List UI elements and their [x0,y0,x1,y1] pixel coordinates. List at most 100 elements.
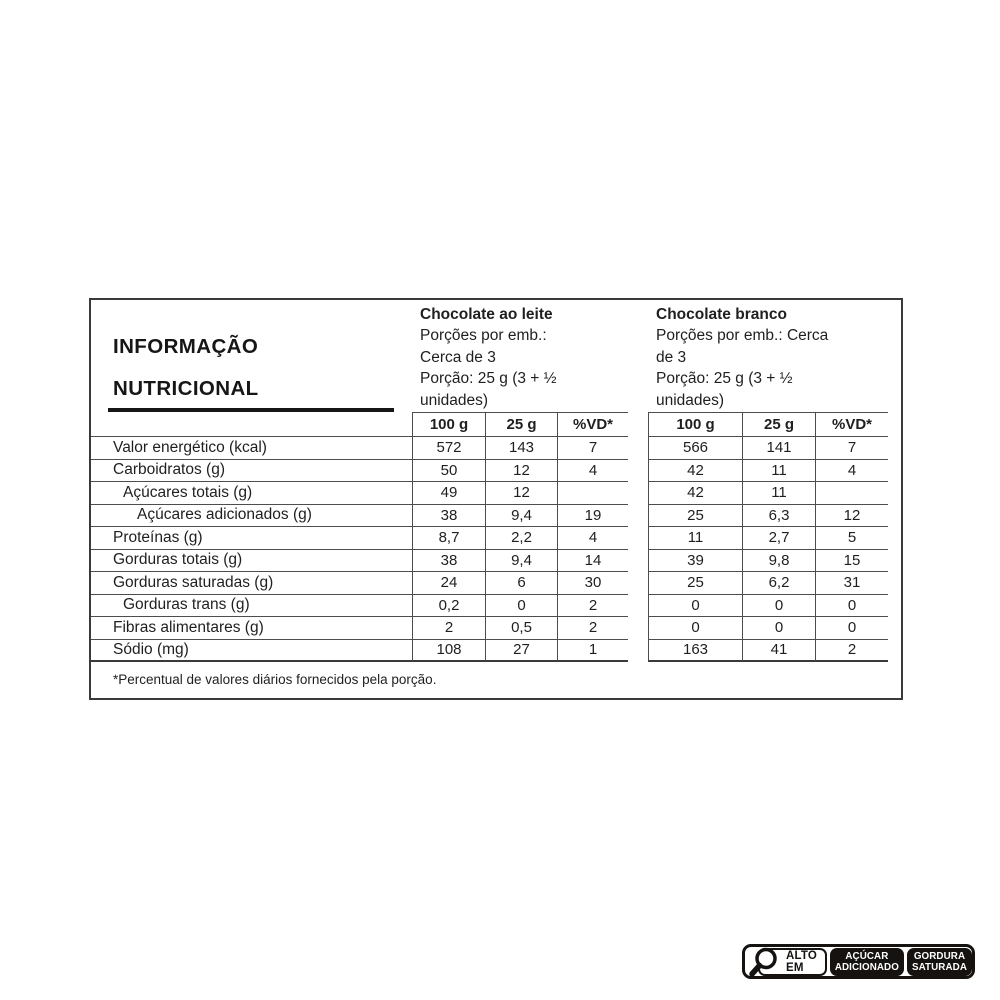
table-row: Gorduras totais (g) 38 9,4 14 39 9,8 15 [91,549,901,573]
column-gap [628,595,648,618]
table-row: Fibras alimentares (g) 2 0,5 2 0 0 0 [91,617,901,640]
value-cell: 7 [557,437,628,460]
table-body: Valor energético (kcal) 572 143 7 566 141 7 Car… [91,437,901,662]
value-cell: 11 [742,459,815,482]
column-gap [888,640,901,663]
value-cell: 2 [557,617,628,640]
row-label: Açúcares totais (g) [91,482,412,505]
value-cell: 30 [557,572,628,595]
value-cell: 2,7 [742,527,815,550]
column-gap [628,505,648,528]
column-header: 25 g [742,412,815,437]
title-underline [108,408,394,412]
column-gap [888,412,901,437]
table-row: Açúcares totais (g) 49 12 42 11 [91,482,901,505]
value-cell: 25 [648,504,742,527]
column-gap [888,550,901,573]
value-cell: 2 [557,594,628,617]
value-cell: 0,2 [412,594,485,617]
table-row: Valor energético (kcal) 572 143 7 566 141 7 [91,437,901,460]
nutrition-facts-panel: INFORMAÇÃO NUTRICIONAL Chocolate ao leit… [89,298,903,700]
value-cell: 0 [815,594,888,617]
value-cell: 2 [815,639,888,662]
value-cell: 7 [815,437,888,460]
value-cell: 4 [557,527,628,550]
value-cell: 50 [412,459,485,482]
product-header-chocolate-ao-leite: Chocolate ao leite Porções por emb.: Cer… [412,300,628,411]
value-cell: 0 [742,617,815,640]
value-cell: 19 [557,504,628,527]
column-header: 25 g [485,412,557,437]
footnote: *Percentual de valores diários fornecido… [113,672,437,687]
column-gap [628,437,648,460]
value-cell: 1 [557,639,628,662]
row-label: Gorduras totais (g) [91,550,412,572]
value-cell: 31 [815,572,888,595]
value-cell: 9,4 [485,504,557,527]
product-name: Chocolate ao leite [420,306,553,323]
value-cell: 0 [742,594,815,617]
value-cell: 38 [412,549,485,572]
value-cell: 42 [648,459,742,482]
value-cell: 38 [412,504,485,527]
value-cell: 11 [742,482,815,505]
value-cell: 9,4 [485,549,557,572]
value-cell: 6,2 [742,572,815,595]
value-cell: 15 [815,549,888,572]
column-gap [888,437,901,460]
value-cell: 108 [412,639,485,662]
column-header: %VD* [557,412,628,437]
value-cell: 39 [648,549,742,572]
value-cell: 41 [742,639,815,662]
serving-info: Porções por emb.: Cerca de 3 Porção: 25 … [656,327,829,409]
table-row: Gorduras trans (g) 0,2 0 2 0 0 0 [91,594,901,618]
row-label: Sódio (mg) [91,640,412,662]
column-gap [888,572,901,595]
column-gap [888,527,901,550]
row-label: Proteínas (g) [91,527,412,550]
title-block: INFORMAÇÃO NUTRICIONAL [91,300,412,412]
row-label: Carboidratos (g) [91,460,412,482]
warning-tag-gordura-saturada: GORDURA SATURADA [906,947,972,976]
row-label: Fibras alimentares (g) [91,617,412,640]
value-cell: 5 [815,527,888,550]
value-cell: 566 [648,437,742,460]
value-cell: 4 [557,459,628,482]
value-cell: 11 [648,527,742,550]
value-cell: 12 [815,504,888,527]
value-cell: 4 [815,459,888,482]
table-row: Sódio (mg) 108 27 1 163 41 2 [91,639,901,663]
alto-em-pill: ALTO EM [749,947,827,977]
table-row: Carboidratos (g) 50 12 4 42 11 4 [91,459,901,483]
panel-header: INFORMAÇÃO NUTRICIONAL Chocolate ao leit… [91,300,901,412]
value-cell: 6 [485,572,557,595]
row-label: Valor energético (kcal) [91,437,412,460]
column-gap [628,550,648,573]
value-cell: 0 [648,617,742,640]
column-gap [888,460,901,483]
table-row: Gorduras saturadas (g) 24 6 30 25 6,2 31 [91,572,901,595]
row-label: Açúcares adicionados (g) [91,505,412,527]
value-cell: 12 [485,482,557,505]
column-header: 100 g [412,412,485,437]
panel-title: INFORMAÇÃO NUTRICIONAL [113,335,259,400]
value-cell: 0,5 [485,617,557,640]
value-cell: 14 [557,549,628,572]
value-cell: 163 [648,639,742,662]
serving-info: Porções por emb.: Cerca de 3 Porção: 25 … [420,327,557,409]
value-cell: 143 [485,437,557,460]
warning-tag-acucar-adicionado: AÇÚCAR ADICIONADO [829,947,904,976]
alto-em-label: ALTO EM [786,949,818,974]
value-cell: 2 [412,617,485,640]
value-cell: 24 [412,572,485,595]
table-row: Açúcares adicionados (g) 38 9,4 19 25 6,3 12 [91,504,901,528]
value-cell: 25 [648,572,742,595]
column-header: %VD* [815,412,888,437]
value-cell: 42 [648,482,742,505]
product-header-chocolate-branco: Chocolate branco Porções por emb.: Cerca… [648,300,892,411]
product-name: Chocolate branco [656,306,787,323]
value-cell: 9,8 [742,549,815,572]
value-cell: 49 [412,482,485,505]
row-label: Gorduras saturadas (g) [91,572,412,595]
